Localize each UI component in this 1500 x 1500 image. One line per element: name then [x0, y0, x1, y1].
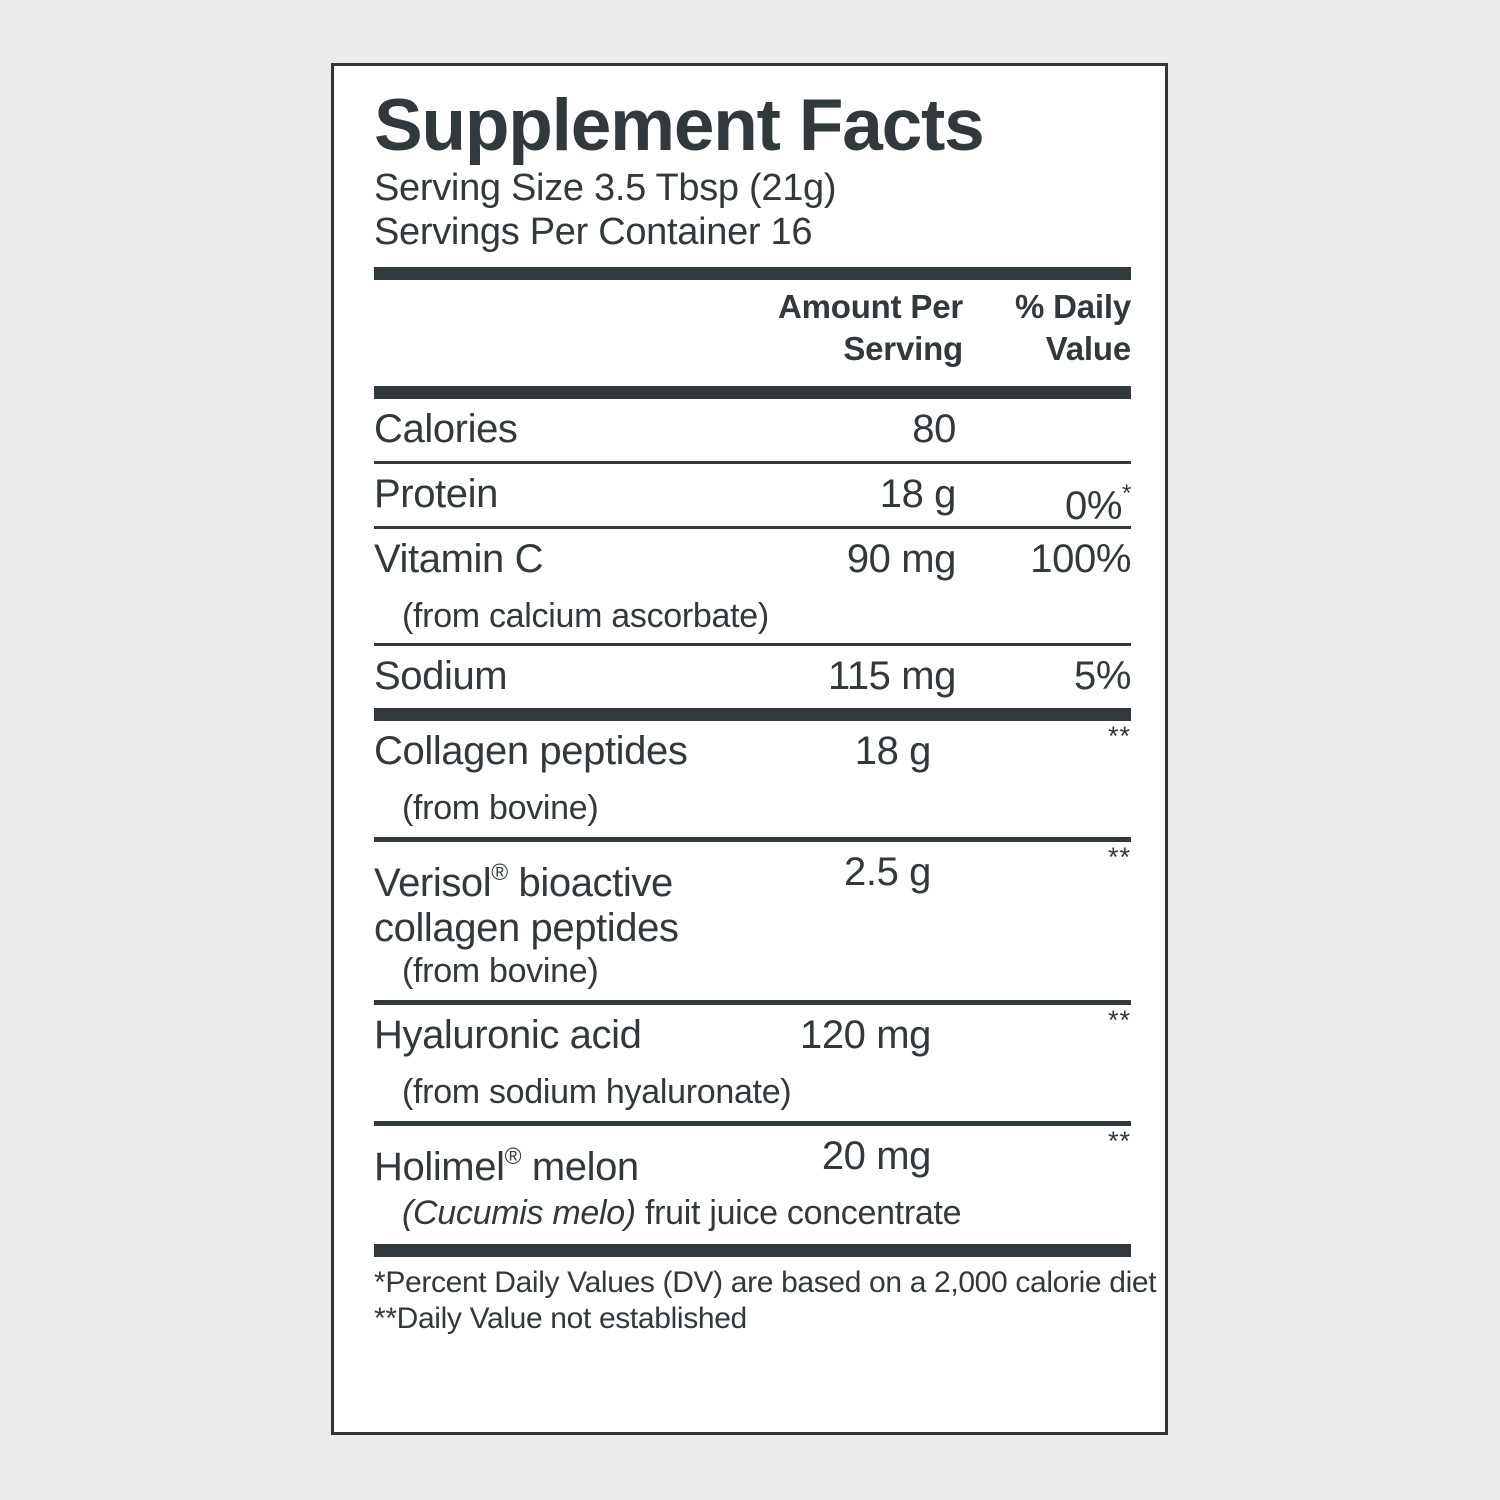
column-header-daily-value: % Daily Value [971, 286, 1131, 370]
nutrient-name: Sodium [374, 653, 508, 698]
ingredient-amount: 2.5 g [844, 849, 931, 894]
column-header-amount: Amount Per Serving [633, 286, 963, 370]
ingredient-name: Holimel® melon [374, 1142, 639, 1189]
nutrient-amount: 115 mg [827, 653, 956, 698]
ingredient-amount: 18 g [854, 728, 932, 773]
table-row: Calories 80 [374, 399, 1131, 461]
ingredient-name: Hyaluronic acid [374, 1012, 642, 1057]
nutrient-daily-value: 100% [1030, 536, 1131, 581]
divider-medium [374, 999, 1131, 1005]
servings-per-container: Servings Per Container 16 [374, 210, 813, 253]
footnote-daily-values: *Percent Daily Values (DV) are based on … [374, 1265, 1157, 1299]
footnote-marker: ** [1107, 841, 1131, 872]
column-headers: Amount Per Serving % Daily Value [374, 280, 1131, 386]
divider-thin [374, 460, 1131, 464]
ingredient-source: (Cucumis melo) fruit juice concentrate [402, 1193, 962, 1232]
divider-thick-ingredients [374, 707, 1131, 721]
table-row: Verisol® bioactive 2.5 g ** collagen pep… [374, 842, 1131, 1000]
registered-trademark-icon: ® [504, 1142, 522, 1169]
divider-thin [374, 642, 1131, 646]
registered-trademark-icon: ® [491, 858, 508, 885]
footnotes: *Percent Daily Values (DV) are based on … [374, 1257, 1157, 1338]
ingredient-amount: 120 mg [799, 1012, 931, 1057]
nutrient-source: (from calcium ascorbate) [402, 596, 769, 635]
divider-thin [374, 525, 1131, 529]
footnote-marker: ** [1107, 720, 1131, 751]
ingredient-name: Verisol® bioactive [374, 858, 673, 905]
footnote-not-established: **Daily Value not established [374, 1302, 747, 1336]
ingredient-source: (from bovine) [402, 951, 599, 990]
ingredient-name-line2: collagen peptides [374, 905, 679, 950]
table-row: Holimel® melon 20 mg ** (Cucumis melo) f… [374, 1126, 1131, 1244]
supplement-facts-content: Supplement Facts Serving Size 3.5 Tbsp (… [374, 85, 1157, 1338]
nutrient-name: Vitamin C [374, 536, 544, 581]
ingredient-source: (from sodium hyaluronate) [402, 1072, 792, 1111]
nutrient-amount: 18 g [879, 471, 957, 516]
table-row: Protein 18 g 0%* [374, 464, 1131, 528]
divider-medium [374, 836, 1131, 842]
ingredient-name: Collagen peptides [374, 728, 688, 773]
nutrient-name: Protein [374, 471, 498, 516]
divider-thick-footnotes [374, 1243, 1131, 1257]
column-header-dv-line2: Value [1045, 329, 1131, 367]
table-row: Sodium 115 mg 5% [374, 646, 1131, 708]
divider-thick-header [374, 266, 1131, 280]
ingredient-amount: 20 mg [821, 1133, 932, 1178]
serving-size: Serving Size 3.5 Tbsp (21g) [374, 166, 837, 209]
ingredient-source: (from bovine) [402, 788, 599, 827]
divider-thick-columns [374, 385, 1131, 399]
divider-medium [374, 1120, 1131, 1126]
table-row: Hyaluronic acid 120 mg ** (from sodium h… [374, 1005, 1131, 1121]
footnote-marker: * [1122, 479, 1131, 507]
supplement-facts-panel: Supplement Facts Serving Size 3.5 Tbsp (… [331, 63, 1168, 1435]
column-header-amount-line2: Serving [843, 329, 963, 367]
table-row: Collagen peptides 18 g ** (from bovine) [374, 721, 1131, 837]
footnote-marker: ** [1107, 1125, 1131, 1156]
nutrient-daily-value: 5% [1073, 653, 1131, 698]
nutrient-amount: 80 [912, 406, 956, 451]
nutrient-name: Calories [374, 406, 518, 451]
nutrient-daily-value: 0%* [1065, 479, 1131, 528]
nutrient-amount: 90 mg [846, 536, 957, 581]
column-header-dv-line1: % Daily [1015, 287, 1131, 325]
column-header-amount-line1: Amount Per [777, 287, 963, 325]
table-row: Vitamin C 90 mg 100% (from calcium ascor… [374, 529, 1131, 643]
page-title: Supplement Facts [374, 85, 985, 166]
footnote-marker: ** [1107, 1004, 1131, 1035]
